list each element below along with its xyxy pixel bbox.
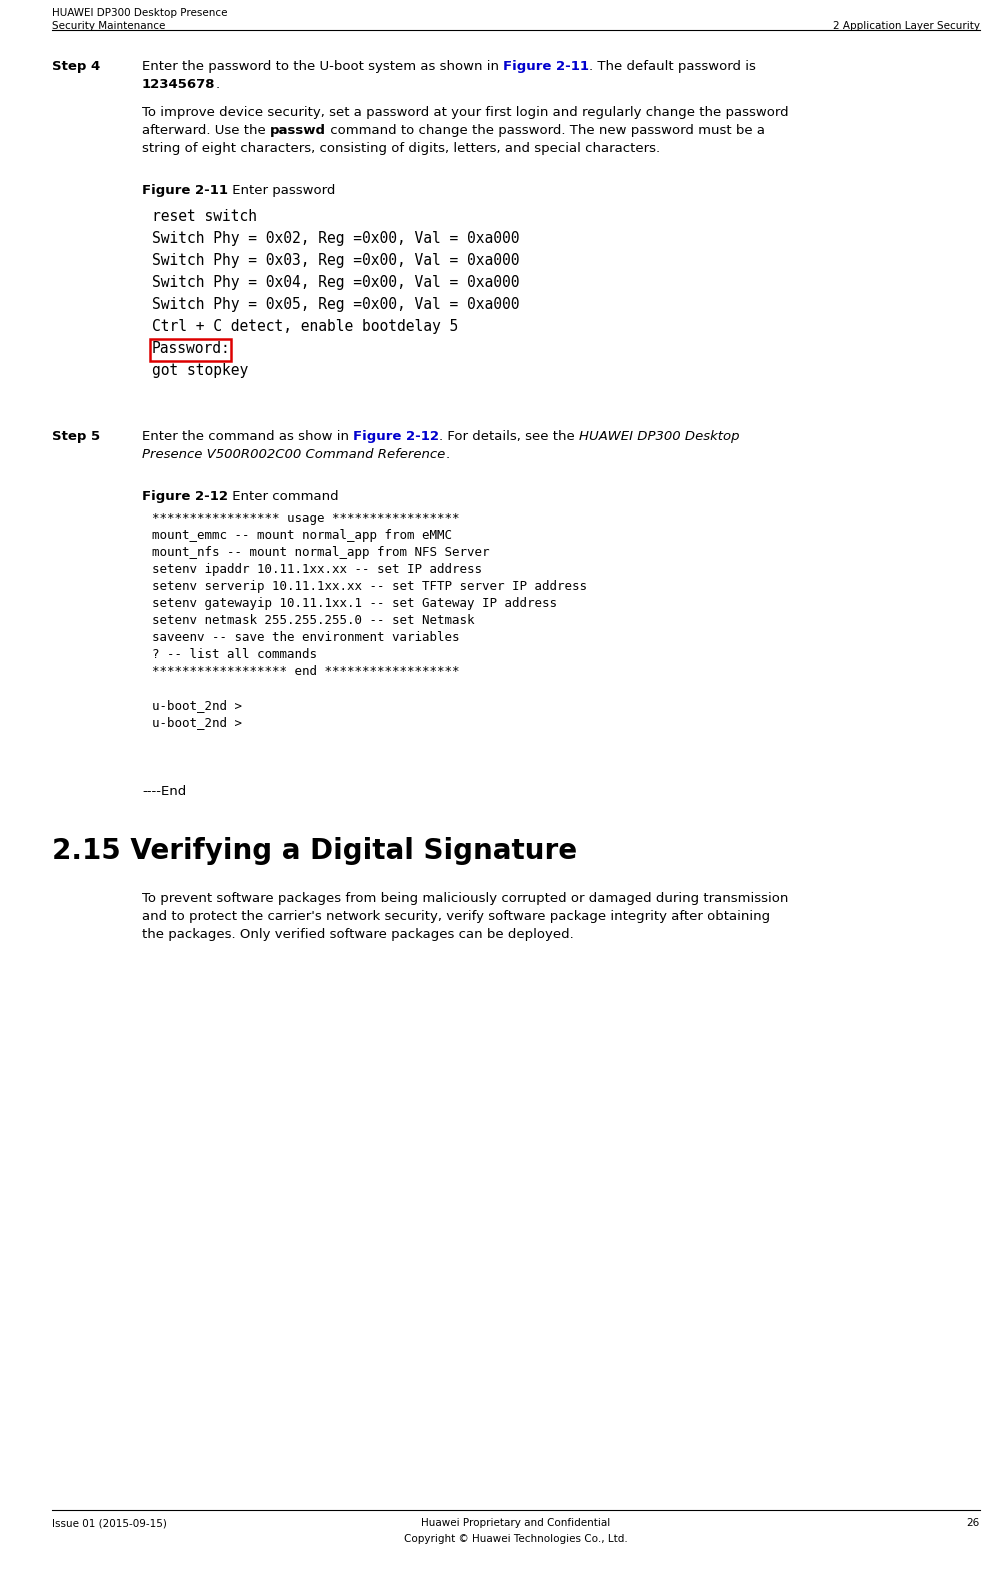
Text: 26: 26	[966, 1518, 979, 1528]
Text: ? -- list all commands: ? -- list all commands	[151, 648, 317, 661]
Text: Enter command: Enter command	[228, 490, 338, 502]
Text: To improve device security, set a password at your first login and regularly cha: To improve device security, set a passwo…	[141, 107, 787, 119]
Text: Ctrl + C detect, enable bootdelay 5: Ctrl + C detect, enable bootdelay 5	[151, 319, 457, 334]
Text: To prevent software packages from being maliciously corrupted or damaged during : To prevent software packages from being …	[141, 892, 787, 904]
Text: HUAWEI DP300 Desktop: HUAWEI DP300 Desktop	[579, 430, 739, 443]
Text: . The default password is: . The default password is	[589, 60, 755, 72]
Text: Step 5: Step 5	[52, 430, 100, 443]
Text: command to change the password. The new password must be a: command to change the password. The new …	[326, 124, 764, 137]
Text: saveenv -- save the environment variables: saveenv -- save the environment variable…	[151, 631, 459, 644]
Text: Switch Phy = 0x03, Reg =0x00, Val = 0xa000: Switch Phy = 0x03, Reg =0x00, Val = 0xa0…	[151, 253, 519, 268]
Text: HUAWEI DP300 Desktop Presence: HUAWEI DP300 Desktop Presence	[52, 8, 228, 17]
Text: Figure 2-12: Figure 2-12	[141, 490, 228, 502]
Text: setenv serverip 10.11.1xx.xx -- set TFTP server IP address: setenv serverip 10.11.1xx.xx -- set TFTP…	[151, 579, 587, 593]
Text: 2 Application Layer Security: 2 Application Layer Security	[832, 20, 979, 31]
Text: Issue 01 (2015-09-15): Issue 01 (2015-09-15)	[52, 1518, 166, 1528]
Text: Password:: Password:	[151, 341, 231, 356]
Text: mount_nfs -- mount normal_app from NFS Server: mount_nfs -- mount normal_app from NFS S…	[151, 546, 489, 559]
Text: .: .	[216, 78, 220, 91]
Text: reset switch: reset switch	[151, 209, 257, 225]
Text: Enter the command as show in: Enter the command as show in	[141, 430, 353, 443]
Text: Switch Phy = 0x04, Reg =0x00, Val = 0xa000: Switch Phy = 0x04, Reg =0x00, Val = 0xa0…	[151, 275, 519, 290]
Text: u-boot_2nd >: u-boot_2nd >	[151, 716, 242, 728]
Text: passwd: passwd	[270, 124, 326, 137]
Text: .: .	[444, 447, 449, 462]
Text: . For details, see the: . For details, see the	[439, 430, 579, 443]
Text: ****************** end ******************: ****************** end *****************…	[151, 666, 459, 678]
Text: Switch Phy = 0x02, Reg =0x00, Val = 0xa000: Switch Phy = 0x02, Reg =0x00, Val = 0xa0…	[151, 231, 519, 246]
Text: Enter the password to the U-boot system as shown in: Enter the password to the U-boot system …	[141, 60, 503, 72]
Text: u-boot_2nd >: u-boot_2nd >	[151, 699, 242, 713]
Text: Figure 2-11: Figure 2-11	[503, 60, 589, 72]
Text: setenv netmask 255.255.255.0 -- set Netmask: setenv netmask 255.255.255.0 -- set Netm…	[151, 614, 474, 626]
Text: and to protect the carrier's network security, verify software package integrity: and to protect the carrier's network sec…	[141, 911, 769, 923]
Text: mount_emmc -- mount normal_app from eMMC: mount_emmc -- mount normal_app from eMMC	[151, 529, 451, 542]
Text: Step 4: Step 4	[52, 60, 100, 72]
Text: ***************** usage *****************: ***************** usage ****************…	[151, 512, 459, 524]
Text: the packages. Only verified software packages can be deployed.: the packages. Only verified software pac…	[141, 928, 573, 940]
Text: setenv gatewayip 10.11.1xx.1 -- set Gateway IP address: setenv gatewayip 10.11.1xx.1 -- set Gate…	[151, 597, 557, 611]
Text: Figure 2-12: Figure 2-12	[353, 430, 439, 443]
Text: got stopkey: got stopkey	[151, 363, 248, 378]
Text: Presence V500R002C00 Command Reference: Presence V500R002C00 Command Reference	[141, 447, 444, 462]
Text: Security Maintenance: Security Maintenance	[52, 20, 165, 31]
Text: Figure 2-11: Figure 2-11	[141, 184, 228, 196]
Text: Huawei Proprietary and Confidential: Huawei Proprietary and Confidential	[421, 1518, 610, 1528]
Text: setenv ipaddr 10.11.1xx.xx -- set IP address: setenv ipaddr 10.11.1xx.xx -- set IP add…	[151, 564, 481, 576]
Text: 2.15 Verifying a Digital Signature: 2.15 Verifying a Digital Signature	[52, 837, 577, 865]
Text: Copyright © Huawei Technologies Co., Ltd.: Copyright © Huawei Technologies Co., Ltd…	[404, 1534, 627, 1543]
Text: ----End: ----End	[141, 785, 187, 798]
Text: string of eight characters, consisting of digits, letters, and special character: string of eight characters, consisting o…	[141, 141, 659, 155]
Text: Switch Phy = 0x05, Reg =0x00, Val = 0xa000: Switch Phy = 0x05, Reg =0x00, Val = 0xa0…	[151, 297, 519, 312]
Text: afterward. Use the: afterward. Use the	[141, 124, 270, 137]
Text: Enter password: Enter password	[228, 184, 335, 196]
Text: 12345678: 12345678	[141, 78, 216, 91]
